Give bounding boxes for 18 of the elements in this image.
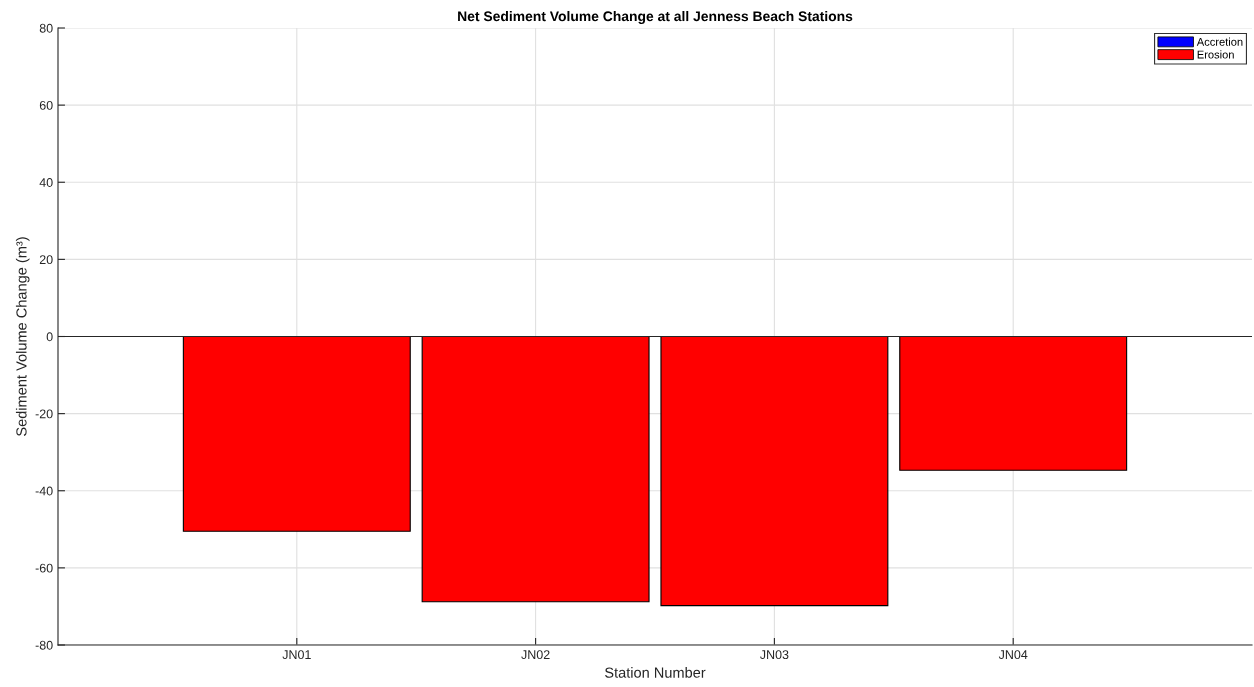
y-tick-label: -20 bbox=[35, 409, 53, 419]
y-tick-label: -40 bbox=[35, 486, 53, 496]
y-axis-title: Sediment Volume Change (m³) bbox=[15, 237, 30, 436]
legend-label: Accretion bbox=[1196, 37, 1243, 46]
y-tick-label: -80 bbox=[35, 640, 53, 650]
y-tick-label: 60 bbox=[39, 100, 53, 110]
chart-title: Net Sediment Volume Change at all Jenness Beach Stations bbox=[458, 10, 853, 24]
y-tick-label: -60 bbox=[35, 563, 53, 573]
y-tick-label: 80 bbox=[39, 23, 53, 33]
x-tick-label: JN01 bbox=[282, 650, 311, 660]
y-tick-label: 20 bbox=[39, 255, 53, 265]
y-tick-label: 0 bbox=[46, 332, 53, 342]
x-tick-label: JN04 bbox=[998, 650, 1028, 660]
x-tick-label: JN02 bbox=[521, 650, 550, 660]
x-tick-label: JN03 bbox=[760, 650, 789, 660]
legend-label: Erosion bbox=[1197, 50, 1234, 59]
x-axis-title: Station Number bbox=[605, 667, 706, 678]
y-tick-label: 40 bbox=[39, 178, 53, 187]
